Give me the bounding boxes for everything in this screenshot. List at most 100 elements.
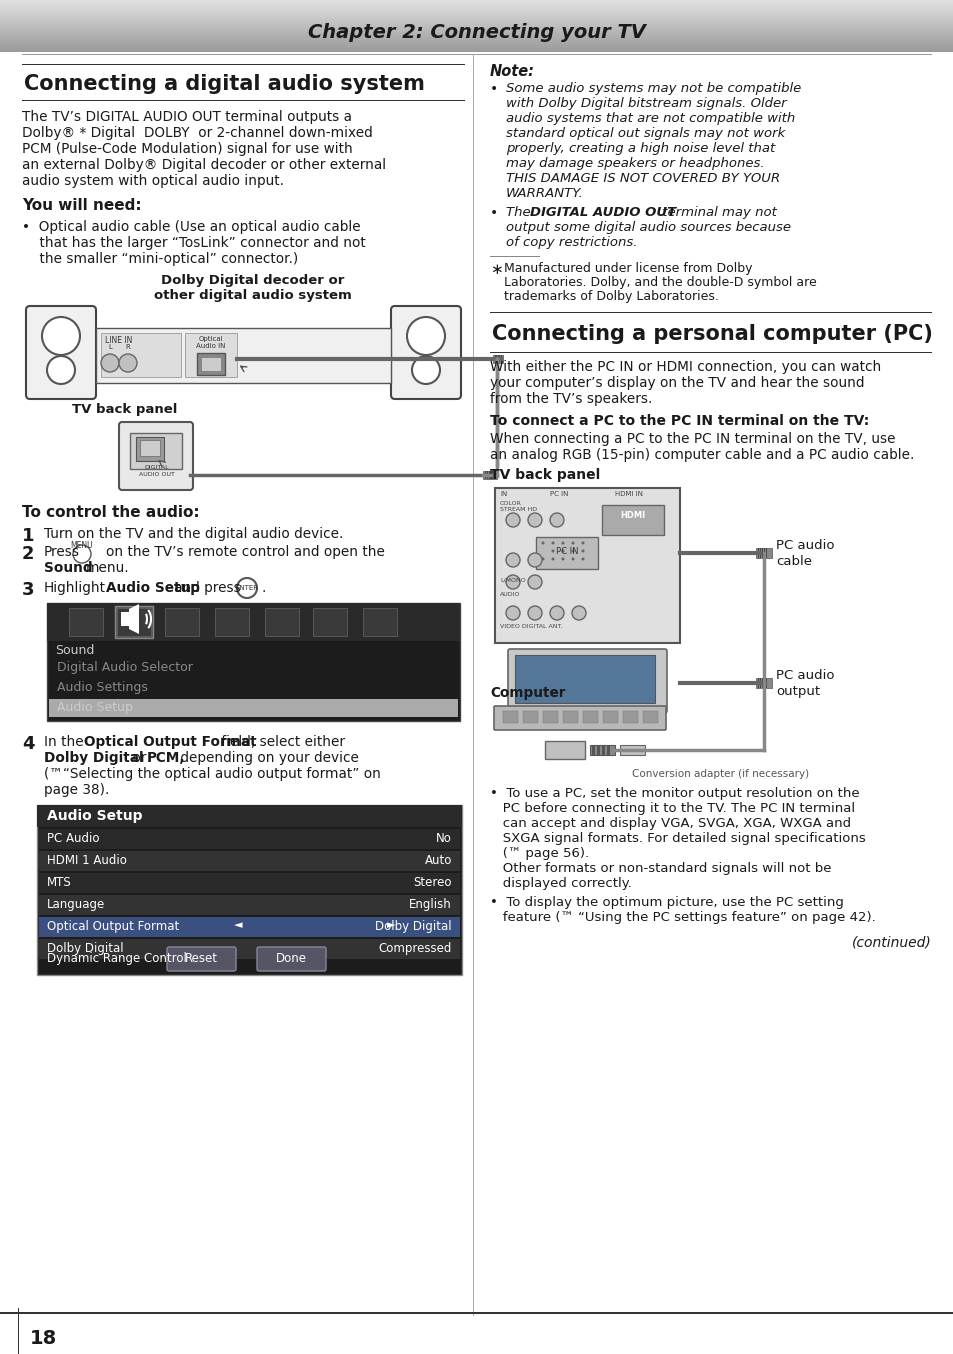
Circle shape [505, 513, 519, 527]
Bar [490, 311, 931, 352]
FancyBboxPatch shape [391, 306, 460, 399]
Text: other digital audio system: other digital audio system [154, 288, 352, 302]
Bar [484, 471, 486, 479]
Text: Some audio systems may not be compatible: Some audio systems may not be compatible [505, 83, 801, 95]
FancyBboxPatch shape [256, 946, 326, 971]
FancyBboxPatch shape [494, 705, 665, 730]
Text: IN: IN [499, 492, 507, 497]
Bar [185, 333, 236, 376]
Bar [544, 741, 584, 760]
Text: field, select either: field, select either [216, 735, 345, 749]
Bar [47, 603, 459, 720]
Circle shape [571, 542, 574, 544]
Polygon shape [129, 604, 139, 634]
Text: HDMI IN: HDMI IN [615, 492, 642, 497]
Text: COLOR: COLOR [499, 501, 521, 506]
Text: (™ page 56).: (™ page 56). [490, 848, 589, 860]
Bar [69, 608, 103, 636]
Text: MENU: MENU [71, 542, 93, 550]
Text: PC Audio: PC Audio [47, 831, 99, 845]
Text: When connecting a PC to the PC IN terminal on the TV, use: When connecting a PC to the PC IN termin… [490, 432, 895, 445]
Bar [490, 471, 491, 479]
Text: (continued): (continued) [851, 936, 931, 951]
Bar [622, 711, 638, 723]
Text: an analog RGB (15-pin) computer cable and a PC audio cable.: an analog RGB (15-pin) computer cable an… [490, 448, 913, 462]
Text: Audio Setup: Audio Setup [47, 808, 142, 823]
Bar [765, 678, 767, 688]
Text: Done: Done [275, 952, 306, 965]
Bar [363, 608, 396, 636]
Text: feature (™ “Using the PC settings feature” on page 42).: feature (™ “Using the PC settings featur… [490, 911, 875, 923]
Bar [47, 603, 459, 640]
Text: of copy restrictions.: of copy restrictions. [505, 236, 637, 249]
Bar [96, 328, 391, 383]
Bar [130, 433, 182, 468]
Text: Optical Output Format: Optical Output Format [84, 735, 256, 749]
Text: depending on your device: depending on your device [175, 751, 358, 765]
Bar [602, 711, 618, 723]
Text: DIGITAL AUDIO OUT: DIGITAL AUDIO OUT [530, 206, 676, 219]
Circle shape [571, 558, 574, 561]
Text: with Dolby Digital bitstream signals. Older: with Dolby Digital bitstream signals. Ol… [505, 97, 786, 110]
Circle shape [527, 513, 541, 527]
FancyBboxPatch shape [119, 422, 193, 490]
Bar [22, 64, 464, 100]
Circle shape [581, 542, 584, 544]
Text: .: . [262, 581, 266, 594]
Text: The: The [505, 206, 535, 219]
Text: PC audio: PC audio [775, 669, 834, 682]
Bar [496, 355, 497, 363]
Text: may damage speakers or headphones.: may damage speakers or headphones. [505, 157, 763, 171]
Circle shape [527, 607, 541, 620]
Text: ►: ► [387, 919, 395, 930]
Text: PC IN: PC IN [550, 492, 568, 497]
Text: PC before connecting it to the TV. The PC IN terminal: PC before connecting it to the TV. The P… [490, 802, 854, 815]
Bar [642, 711, 658, 723]
Text: DIGITAL: DIGITAL [145, 464, 169, 470]
Bar [214, 608, 249, 636]
Text: PC audio: PC audio [775, 539, 834, 552]
Text: Dynamic Range Control: Dynamic Range Control [47, 952, 187, 965]
Text: Optical: Optical [198, 336, 223, 343]
Bar [313, 608, 347, 636]
Text: Audio IN: Audio IN [196, 343, 226, 349]
Bar [165, 608, 199, 636]
Bar [763, 548, 764, 558]
Text: page 38).: page 38). [44, 783, 110, 798]
Circle shape [505, 552, 519, 567]
Text: Dolby Digital: Dolby Digital [47, 942, 124, 955]
Text: •  Optical audio cable (Use an optical audio cable: • Optical audio cable (Use an optical au… [22, 219, 360, 234]
Bar [39, 940, 459, 959]
Bar [495, 487, 679, 643]
Text: Sound: Sound [55, 645, 94, 657]
Text: Press: Press [44, 546, 80, 559]
Text: •: • [490, 83, 497, 96]
Text: LINE IN: LINE IN [105, 336, 132, 345]
Text: AUDIO: AUDIO [499, 592, 520, 597]
Text: Audio Settings: Audio Settings [57, 681, 148, 695]
Text: THIS DAMAGE IS NOT COVERED BY YOUR: THIS DAMAGE IS NOT COVERED BY YOUR [505, 172, 780, 185]
Circle shape [412, 356, 439, 385]
Bar [18, 1308, 19, 1354]
Text: •  To use a PC, set the monitor output resolution on the: • To use a PC, set the monitor output re… [490, 787, 859, 800]
Text: menu.: menu. [86, 561, 130, 575]
Text: Digital Audio Selector: Digital Audio Selector [57, 661, 193, 674]
Bar [592, 745, 595, 756]
Circle shape [527, 552, 541, 567]
Text: TV back panel: TV back panel [490, 468, 599, 482]
Bar [758, 548, 759, 558]
Bar [619, 745, 644, 756]
Text: To control the audio:: To control the audio: [22, 505, 199, 520]
Text: Computer: Computer [490, 686, 565, 700]
Bar [115, 607, 152, 638]
Text: (™“Selecting the optical audio output format” on: (™“Selecting the optical audio output fo… [44, 766, 380, 781]
Text: PCM (Pulse-Code Modulation) signal for use with: PCM (Pulse-Code Modulation) signal for u… [22, 142, 353, 156]
Bar [497, 355, 498, 363]
Bar [500, 355, 501, 363]
Text: and press: and press [173, 581, 240, 594]
Text: The TV’s DIGITAL AUDIO OUT terminal outputs a: The TV’s DIGITAL AUDIO OUT terminal outp… [22, 110, 352, 125]
Text: R: R [126, 344, 131, 349]
Text: the smaller “mini-optical” connector.): the smaller “mini-optical” connector.) [22, 252, 298, 265]
Text: English: English [409, 898, 452, 911]
Text: ENTER: ENTER [235, 585, 258, 590]
